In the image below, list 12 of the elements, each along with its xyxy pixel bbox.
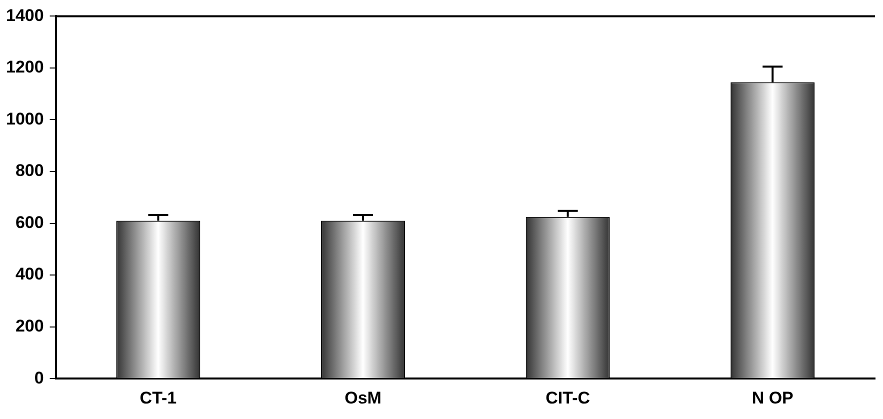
y-tick-label: 800 — [15, 161, 44, 180]
y-tick-label: 400 — [15, 264, 44, 284]
x-tick-label: CT-1 — [140, 388, 177, 408]
y-tick-label: 0 — [34, 368, 44, 388]
y-tick-label: 1000 — [6, 109, 44, 128]
y-tick-label: 200 — [15, 316, 44, 336]
x-tick-label: N OP — [752, 388, 794, 408]
x-tick-label: OsM — [344, 388, 382, 408]
y-tick-label: 600 — [15, 212, 44, 232]
y-tick-label: 1400 — [6, 6, 44, 25]
y-tick-label: 1200 — [6, 58, 44, 77]
x-tick-label: CIT-C — [546, 388, 590, 408]
